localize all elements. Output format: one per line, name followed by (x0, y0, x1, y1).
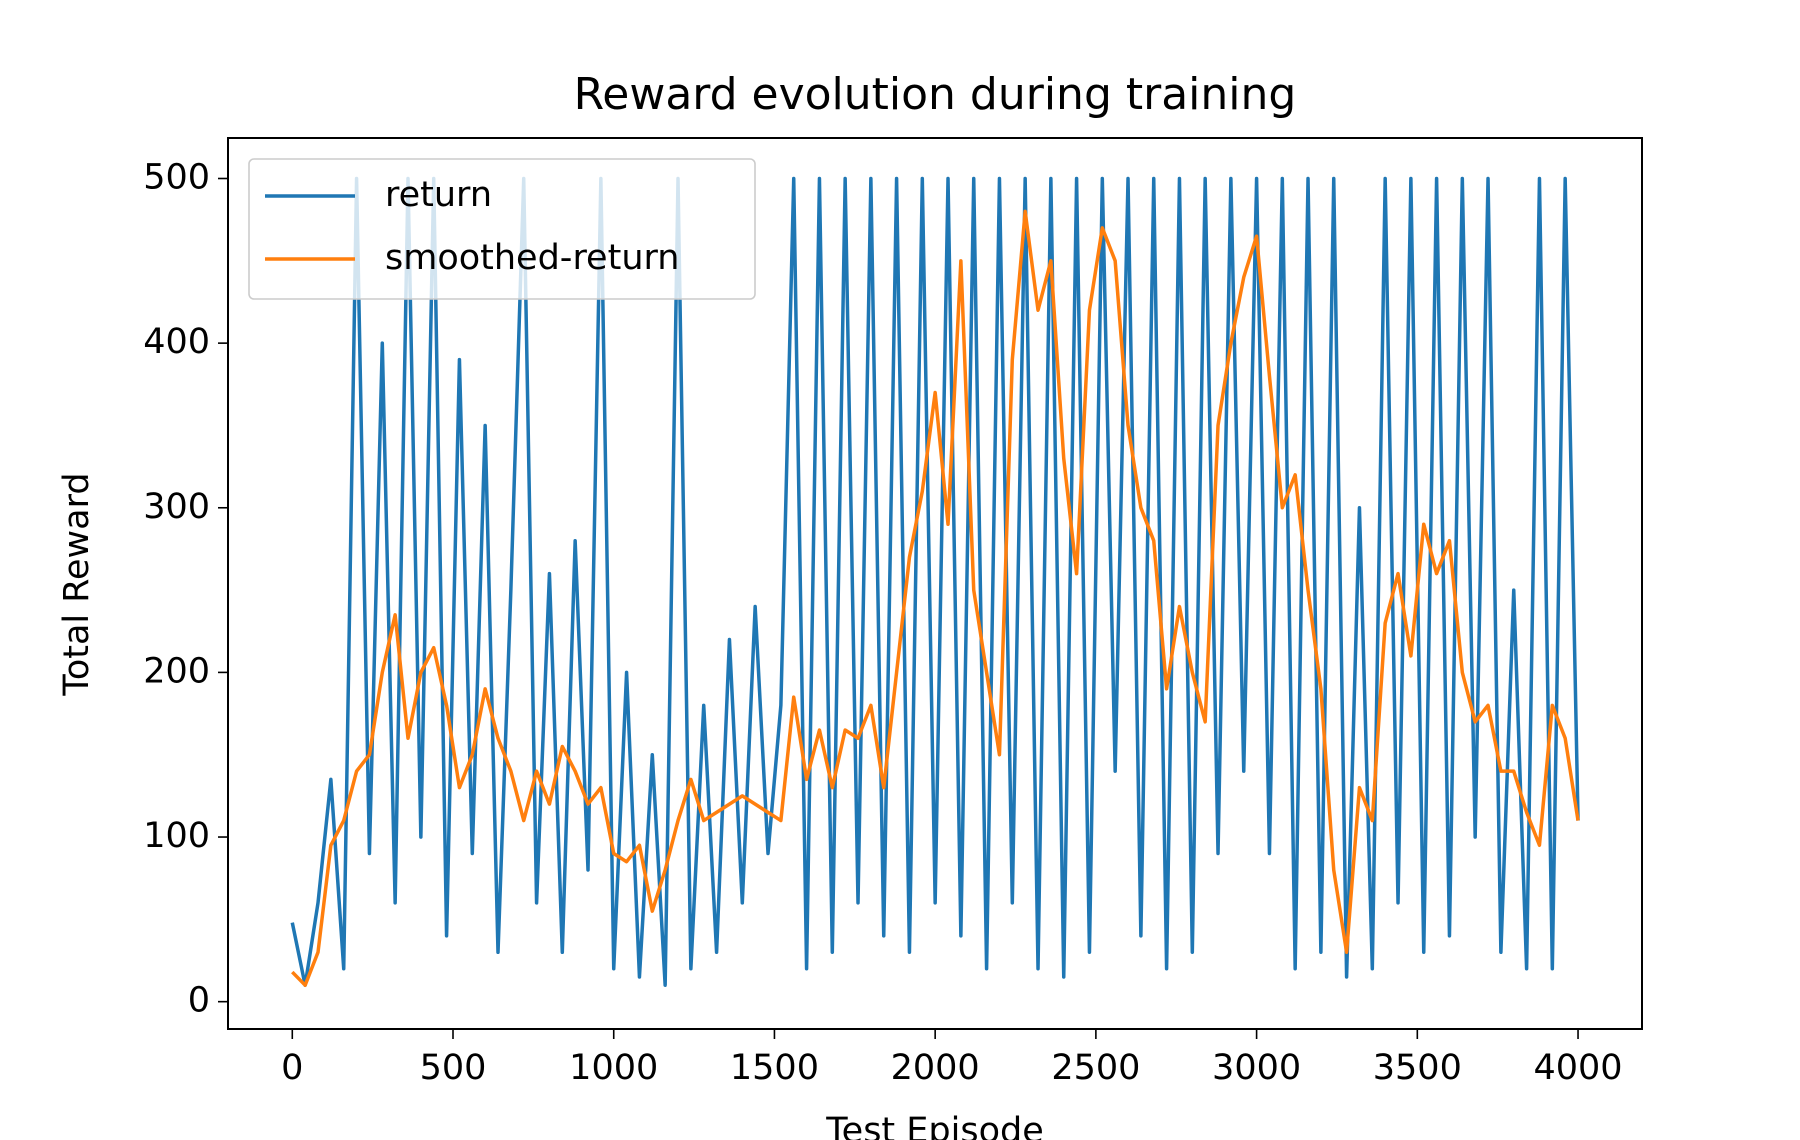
x-tick-label: 3000 (1212, 1048, 1301, 1088)
x-tick-label: 2500 (1051, 1048, 1140, 1088)
y-axis-label: Total Reward (57, 472, 97, 696)
x-tick-label: 500 (420, 1048, 487, 1088)
y-tick-label: 500 (143, 158, 210, 198)
y-tick-label: 0 (188, 981, 210, 1021)
chart-title: Reward evolution during training (574, 69, 1297, 120)
y-tick-label: 300 (143, 487, 210, 527)
y-tick-label: 200 (143, 651, 210, 691)
y-tick-label: 400 (143, 322, 210, 362)
series-line (290, 176, 1580, 987)
legend-box (248, 158, 756, 300)
x-tick-label: 1000 (569, 1048, 658, 1088)
x-tick-label: 1500 (730, 1048, 819, 1088)
legend-label: return (385, 175, 492, 215)
x-tick-label: 4000 (1533, 1048, 1622, 1088)
y-tick-label: 100 (143, 816, 210, 856)
x-axis-label: Test Episode (825, 1111, 1044, 1140)
x-tick-label: 2000 (891, 1048, 980, 1088)
legend-label: smoothed-return (385, 238, 679, 278)
x-tick-label: 0 (281, 1048, 303, 1088)
series-line (291, 209, 1580, 987)
x-tick-label: 3500 (1373, 1048, 1462, 1088)
